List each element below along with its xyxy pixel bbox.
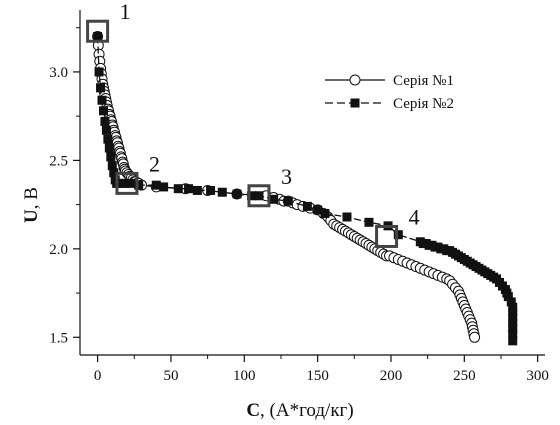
- series-2-point: [206, 185, 216, 195]
- series-2-point: [508, 336, 518, 346]
- series-2-point: [107, 161, 117, 171]
- legend-label-2: Серія №2: [393, 96, 454, 112]
- y-axis-title: U, В: [21, 187, 42, 223]
- series-2-point: [508, 318, 518, 328]
- series-2-point: [106, 152, 116, 162]
- legend-marker-2: [350, 98, 360, 108]
- series-2-point: [151, 180, 161, 190]
- series-2-point: [232, 189, 242, 199]
- marked-point-box: [247, 184, 271, 208]
- legend-label-1: Серія №1: [393, 73, 454, 89]
- series-2-point: [96, 83, 106, 93]
- y-tick-label: 3.0: [49, 65, 68, 81]
- series-2-point: [217, 187, 227, 197]
- marked-point-box: [115, 171, 139, 195]
- series-2-point: [313, 205, 323, 215]
- series-2-point: [508, 323, 518, 333]
- marked-point-label: 1: [120, 0, 131, 24]
- series-2-point: [184, 184, 194, 194]
- axes: 0 50 100 150 200 250 300 1.5 2.0 2.5 3.0: [49, 10, 549, 384]
- series-2-point: [93, 32, 103, 42]
- x-axis-title: C, (А*год/кг): [246, 400, 353, 421]
- series-2-point: [254, 191, 264, 201]
- series-2-point: [342, 212, 352, 222]
- series-2-point: [508, 329, 518, 339]
- x-tick-label: 50: [163, 368, 178, 384]
- legend: Серія №1 Серія №2: [325, 73, 454, 112]
- x-tick-label: 200: [380, 368, 403, 384]
- series-2-point: [101, 125, 111, 135]
- series-2-point: [97, 95, 107, 105]
- series-2-point: [103, 134, 113, 144]
- x-tick-label: 0: [94, 368, 102, 384]
- series-2-point: [109, 168, 119, 178]
- x-tick-label: 250: [453, 368, 476, 384]
- series-2-point: [94, 67, 104, 77]
- marked-point-box: [375, 224, 399, 248]
- series-2-point: [506, 297, 516, 307]
- y-tick-label: 2.0: [49, 242, 68, 258]
- series-2-point: [320, 208, 330, 218]
- series-2-point: [125, 178, 135, 188]
- series-2-point: [98, 106, 108, 116]
- x-tick-label: 300: [526, 368, 549, 384]
- series-2-point: [192, 185, 202, 195]
- series-2-point: [302, 201, 312, 211]
- series-2-point: [508, 313, 518, 323]
- series-2-point: [159, 182, 169, 192]
- series-2-point: [508, 302, 518, 312]
- x-tick-label: 100: [233, 368, 256, 384]
- series-2-point: [269, 194, 279, 204]
- legend-marker-1: [349, 74, 361, 86]
- y-tick-label: 2.5: [49, 153, 68, 169]
- series-2-point: [173, 184, 183, 194]
- marked-point-label: 2: [149, 151, 160, 176]
- series-2-point: [134, 180, 144, 190]
- x-axis-title-unit: , (А*год/кг): [260, 400, 354, 421]
- series-2-point: [364, 217, 374, 227]
- series-2-point: [104, 143, 114, 153]
- marks-layer: 1 2 3 4: [86, 0, 518, 346]
- x-axis-title-symbol: C: [246, 400, 260, 421]
- x-tick-label: 150: [306, 368, 329, 384]
- marked-points: 1 2 3 4: [86, 0, 420, 248]
- y-axis-title-symbol: U: [21, 209, 42, 223]
- series-2-point: [393, 230, 403, 240]
- marked-point-box: [86, 19, 110, 43]
- series-2-point: [508, 308, 518, 318]
- series-2-point: [100, 116, 110, 126]
- series-2-point: [283, 196, 293, 206]
- y-tick-label: 1.5: [49, 330, 68, 346]
- marked-point-label: 4: [409, 204, 420, 229]
- series-2-point: [119, 178, 129, 188]
- y-axis-title-unit: , В: [21, 187, 42, 209]
- series-2-point: [247, 191, 257, 201]
- series-1-point: [469, 331, 481, 343]
- marked-point-label: 3: [281, 164, 292, 189]
- series-2-point: [503, 292, 513, 302]
